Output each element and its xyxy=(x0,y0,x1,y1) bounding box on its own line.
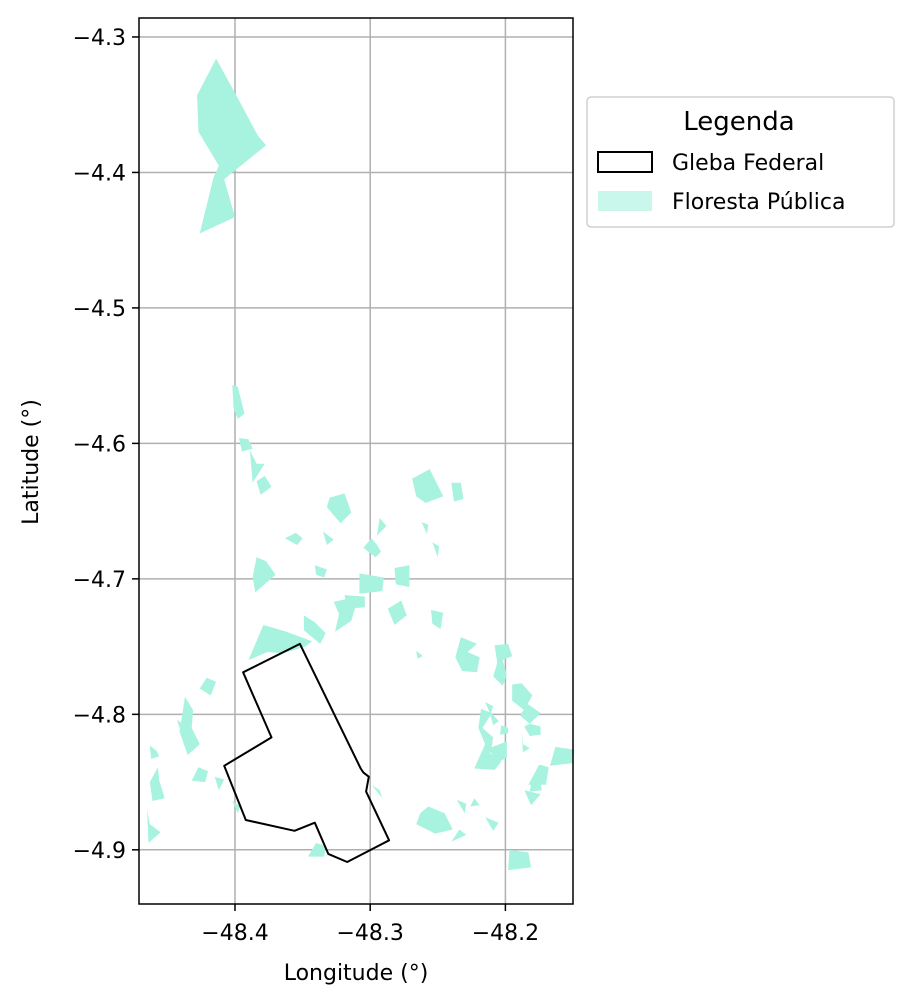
floresta-publica-patch xyxy=(387,600,407,625)
legend-label-gleba: Gleba Federal xyxy=(672,151,824,176)
floresta-publica-patch xyxy=(149,745,160,759)
floresta-publica-patch xyxy=(455,637,480,673)
legend-label-floresta: Floresta Pública xyxy=(672,190,845,215)
legend-title: Legenda xyxy=(683,107,794,137)
floresta-publica-patch xyxy=(149,767,165,801)
floresta-publica-patch xyxy=(176,719,183,732)
floresta-publica-patch xyxy=(529,778,542,792)
floresta-publica-patch xyxy=(474,708,502,770)
floresta-publica-patch xyxy=(470,798,480,807)
floresta-publica-patch xyxy=(248,624,313,661)
floresta-publica-patch xyxy=(322,531,334,545)
floresta-publica-patch xyxy=(485,817,499,831)
floresta-publica-patch xyxy=(524,790,541,806)
y-tick-label-3: −4.6 xyxy=(73,432,126,457)
floresta-publica-patch xyxy=(239,438,253,452)
floresta-publica-patch xyxy=(303,615,326,644)
floresta-publica-patch xyxy=(432,542,440,558)
legend-swatch-floresta xyxy=(598,191,652,211)
x-axis-label: Longitude (°) xyxy=(284,961,429,986)
floresta-publica-patch xyxy=(252,557,276,593)
floresta-publica-patch xyxy=(520,703,541,724)
y-tick-label-0: −4.3 xyxy=(73,26,126,51)
floresta-publica-patch xyxy=(314,565,327,578)
floresta-publica-patch xyxy=(456,799,467,814)
legend-swatch-gleba xyxy=(597,151,653,173)
axis-ticks: −48.4 −48.3 −48.2 −4.3 −4.4 −4.5 −4.6 −4.7 −4.8 −… xyxy=(73,26,540,946)
gleba-federal-boundary xyxy=(223,642,391,863)
floresta-publica-patch xyxy=(416,806,453,834)
floresta-publica-patch xyxy=(308,843,326,857)
floresta-publica-patch xyxy=(493,643,513,686)
floresta-publica-patch xyxy=(179,696,200,755)
floresta-publica-patch xyxy=(485,702,494,715)
floresta-publica-patch xyxy=(232,801,241,814)
legend-box xyxy=(586,96,895,228)
floresta-publica-patch xyxy=(371,784,383,799)
y-tick-label-1: −4.4 xyxy=(73,161,126,186)
floresta-publica-patch xyxy=(359,573,384,594)
floresta-publica-patch xyxy=(377,517,387,536)
x-tick-label-1: −48.3 xyxy=(336,921,403,946)
y-tick-label-4: −4.7 xyxy=(73,568,126,593)
floresta-publica-patch xyxy=(147,809,161,843)
floresta-publica-patch xyxy=(528,764,549,785)
floresta-publica-patch xyxy=(326,493,352,524)
floresta-publica-layer xyxy=(147,58,575,871)
floresta-publica-patch xyxy=(191,767,208,783)
x-tick-label-2: −48.2 xyxy=(472,921,539,946)
gleba-federal-layer xyxy=(223,642,391,863)
floresta-publica-patch xyxy=(394,565,410,587)
floresta-publica-patch xyxy=(197,58,267,234)
floresta-publica-patch xyxy=(214,776,225,791)
x-tick-label-0: −48.4 xyxy=(201,921,268,946)
floresta-publica-patch xyxy=(431,610,444,629)
floresta-publica-patch xyxy=(489,710,499,726)
floresta-publica-patch xyxy=(256,475,272,495)
y-tick-label-5: −4.8 xyxy=(73,703,126,728)
floresta-publica-patch xyxy=(489,741,507,764)
floresta-publica-patch xyxy=(521,731,530,753)
floresta-publica-patch xyxy=(232,385,245,419)
floresta-publica-patch xyxy=(421,522,429,535)
floresta-publica-patch xyxy=(249,450,265,483)
floresta-publica-patch xyxy=(524,723,541,736)
floresta-publica-patch xyxy=(451,829,467,842)
y-tick-label-2: −4.5 xyxy=(73,297,126,322)
floresta-publica-patch xyxy=(451,482,464,502)
axes-frame xyxy=(138,17,574,905)
y-tick-label-6: −4.9 xyxy=(73,839,126,864)
legend: Legenda Gleba Federal Floresta Pública xyxy=(586,96,895,228)
floresta-publica-patch xyxy=(512,683,533,711)
floresta-publica-patch xyxy=(363,538,381,558)
floresta-publica-patch xyxy=(344,595,365,609)
y-axis-label: Latitude (°) xyxy=(19,399,44,525)
floresta-publica-patch xyxy=(508,849,532,871)
floresta-publica-patch xyxy=(412,469,444,503)
floresta-publica-patch xyxy=(199,677,217,696)
floresta-publica-patch xyxy=(550,746,575,766)
floresta-publica-patch xyxy=(500,725,509,735)
floresta-publica-patch xyxy=(285,532,303,545)
floresta-publica-patch xyxy=(416,650,423,659)
